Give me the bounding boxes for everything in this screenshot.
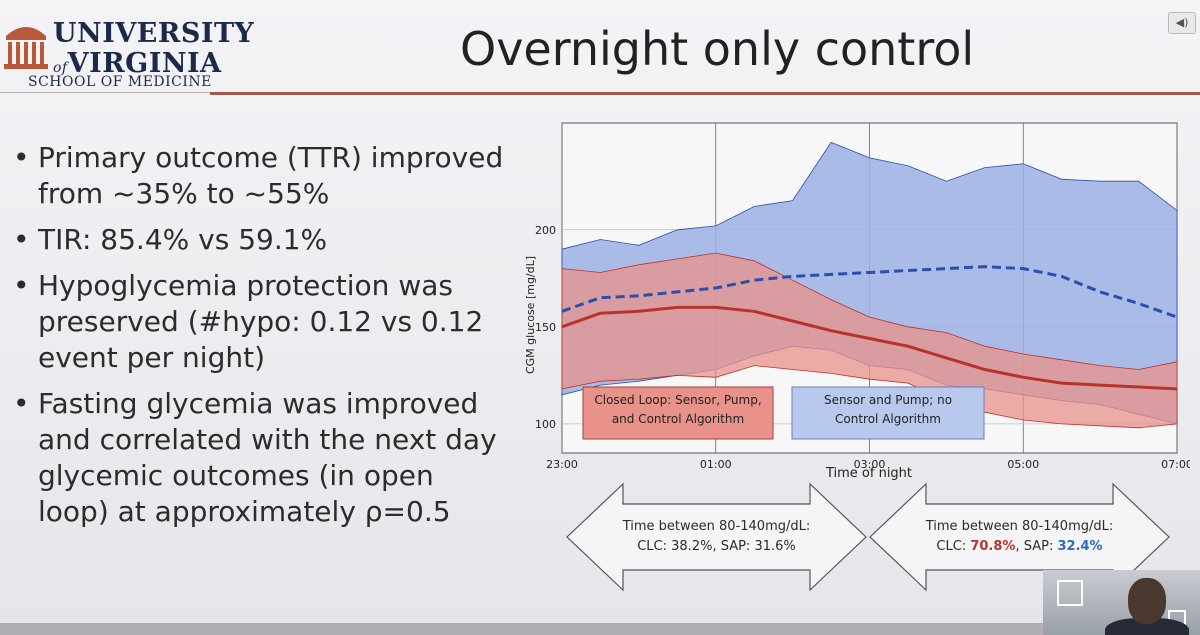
sap-label: , SAP: bbox=[1015, 539, 1058, 554]
legend-open-loop-label: Sensor and Pump; no Control Algorithm bbox=[823, 393, 953, 426]
sap-value: 32.4% bbox=[1057, 539, 1103, 554]
rotunda-icon bbox=[4, 27, 48, 69]
y-tick-label: 100 bbox=[535, 418, 556, 431]
webcam-video bbox=[1043, 570, 1200, 635]
lines bbox=[561, 265, 1178, 391]
clc-value: 70.8% bbox=[970, 539, 1016, 554]
uva-logo: UNIVERSITY ofVIRGINIA SCHOOL OF MEDICINE bbox=[0, 10, 254, 95]
x-tick-label: 07:00 bbox=[1161, 458, 1190, 471]
bullet-item: Fasting glycemia was improved and correl… bbox=[10, 386, 510, 530]
legend-closed-loop-label: Closed Loop: Sensor, Pump, and Control A… bbox=[594, 393, 762, 426]
logo-virginia: ofVIRGINIA bbox=[53, 48, 222, 79]
y-ticks: 100 150 200 bbox=[535, 224, 556, 431]
presenter-body bbox=[1105, 618, 1189, 635]
x-tick-label: 23:00 bbox=[546, 458, 578, 471]
arrow-right-line2: CLC: 70.8%, SAP: 32.4% bbox=[868, 537, 1171, 557]
logo-university: UNIVERSITY bbox=[53, 18, 255, 49]
arrow-right: Time between 80-140mg/dL: CLC: 70.8%, SA… bbox=[868, 482, 1171, 592]
x-tick-label: 03:00 bbox=[854, 458, 886, 471]
logo-school: SCHOOL OF MEDICINE bbox=[28, 74, 212, 90]
closed-loop-median-line bbox=[561, 305, 1178, 391]
bullet-item: TIR: 85.4% vs 59.1% bbox=[10, 222, 510, 258]
legend-open-loop: Sensor and Pump; no Control Algorithm bbox=[791, 386, 985, 440]
double-arrow-icon bbox=[869, 482, 1170, 592]
arrow-right-line1: Time between 80-140mg/dL: bbox=[925, 519, 1114, 534]
glucose-chart: 100 150 200 23:00 01:00 03:00 05:00 07:00 CGM … bbox=[524, 122, 1190, 481]
logo-of: of bbox=[53, 60, 68, 76]
title-rule bbox=[210, 92, 1200, 95]
x-tick-label: 05:00 bbox=[1007, 458, 1039, 471]
clc-label: CLC: bbox=[936, 539, 971, 554]
legend-closed-loop: Closed Loop: Sensor, Pump, and Control A… bbox=[582, 386, 774, 440]
x-tick-label: 01:00 bbox=[700, 458, 732, 471]
open-loop-median-line bbox=[561, 265, 1178, 319]
y-axis-label: CGM glucose [mg/dL] bbox=[524, 256, 537, 374]
y-tick-label: 200 bbox=[535, 224, 556, 237]
slide-title: Overnight only control bbox=[460, 22, 975, 76]
arrow-left-line1: Time between 80-140mg/dL: bbox=[622, 519, 811, 534]
double-arrow-icon bbox=[566, 482, 867, 592]
bullet-item: Hypoglycemia protection was preserved (#… bbox=[10, 268, 510, 376]
speaker-icon[interactable]: ◀) bbox=[1168, 12, 1196, 34]
bullet-list: Primary outcome (TTR) improved from ~35%… bbox=[10, 140, 510, 540]
arrow-left: Time between 80-140mg/dL: CLC: 38.2%, SA… bbox=[565, 482, 868, 592]
x-ticks: 23:00 01:00 03:00 05:00 07:00 bbox=[546, 458, 1190, 471]
logo-virginia-text: VIRGINIA bbox=[67, 48, 222, 79]
bands bbox=[561, 141, 1178, 429]
presenter-head bbox=[1128, 578, 1166, 624]
taskbar-strip bbox=[0, 623, 1043, 635]
title-rule-left bbox=[0, 92, 210, 93]
y-tick-label: 150 bbox=[535, 321, 556, 334]
x-axis-label: Time of night bbox=[825, 466, 912, 481]
wall-frame bbox=[1057, 580, 1083, 606]
closed-loop-band bbox=[561, 252, 1178, 429]
bullet-item: Primary outcome (TTR) improved from ~35%… bbox=[10, 140, 510, 212]
arrow-left-line2: CLC: 38.2%, SAP: 31.6% bbox=[637, 539, 796, 554]
